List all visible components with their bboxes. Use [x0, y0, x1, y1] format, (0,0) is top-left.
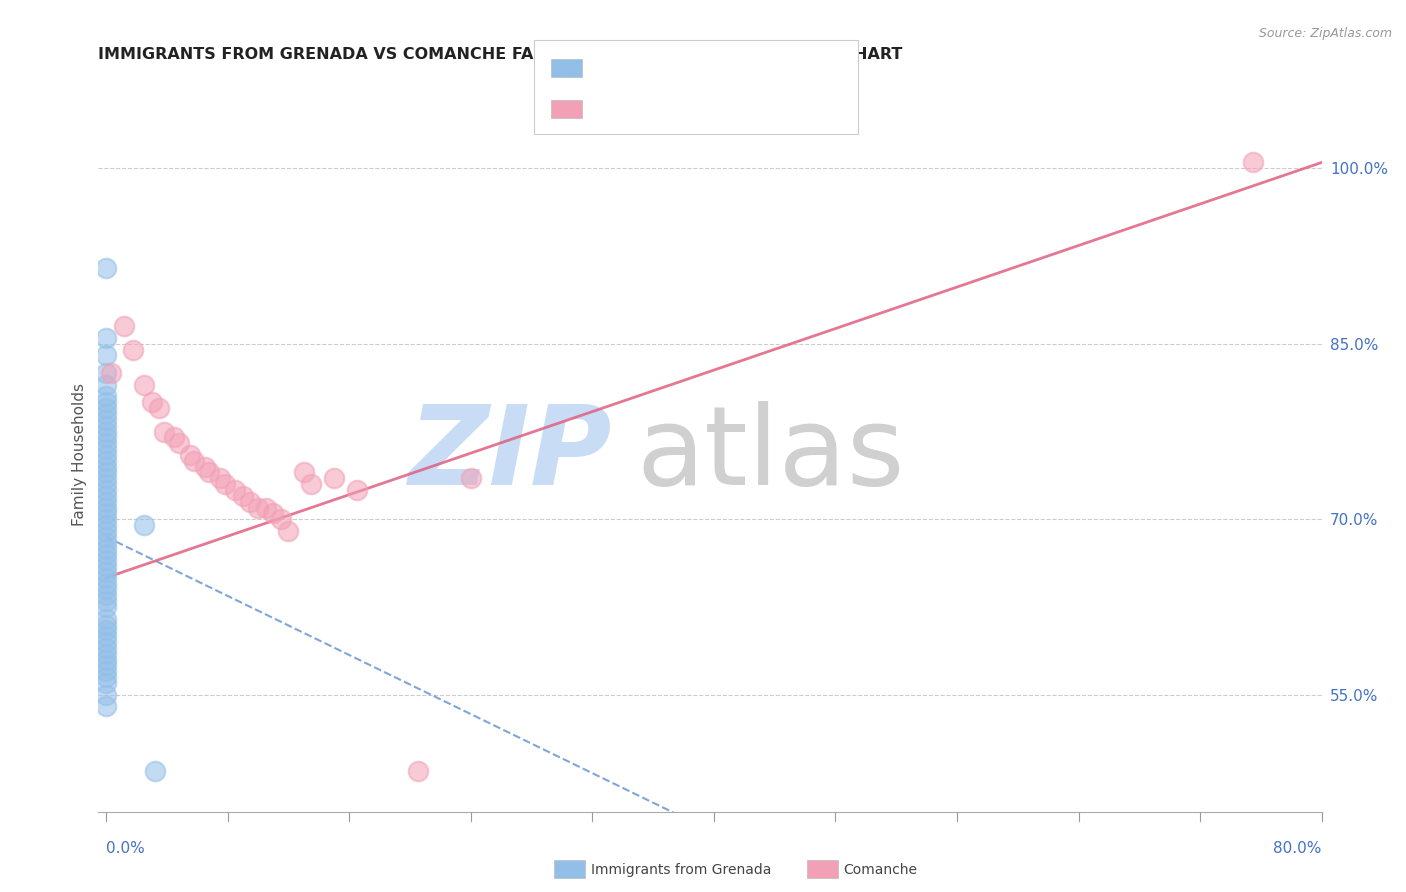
Point [100, 366, 122, 380]
Point [94, 454, 117, 468]
Point [239, 494, 262, 508]
Point [94, 665, 117, 679]
Point [141, 395, 163, 409]
Point [94, 377, 117, 392]
Point [94, 459, 117, 474]
Point [94, 547, 117, 561]
Point [94, 594, 117, 608]
Point [94, 395, 117, 409]
Point [299, 477, 322, 491]
Point [94, 658, 117, 673]
Text: Source: ZipAtlas.com: Source: ZipAtlas.com [1258, 27, 1392, 40]
Text: atlas: atlas [637, 401, 905, 508]
Point [94, 331, 117, 345]
Point [94, 507, 117, 521]
Y-axis label: Family Households: Family Households [72, 384, 87, 526]
Point [94, 430, 117, 444]
Point [148, 401, 170, 416]
Point [94, 477, 117, 491]
Point [94, 401, 117, 416]
Point [94, 466, 117, 480]
Point [1241, 155, 1264, 169]
Point [94, 688, 117, 702]
Point [94, 442, 117, 456]
Point [94, 653, 117, 667]
Point [112, 319, 135, 334]
Point [94, 640, 117, 655]
Point [94, 494, 117, 508]
Point [94, 425, 117, 439]
Point [94, 518, 117, 533]
Point [94, 541, 117, 556]
Text: IMMIGRANTS FROM GRENADA VS COMANCHE FAMILY HOUSEHOLDS CORRELATION CHART: IMMIGRANTS FROM GRENADA VS COMANCHE FAMI… [98, 47, 903, 62]
Point [94, 471, 117, 485]
Point [94, 635, 117, 649]
Text: 80.0%: 80.0% [1274, 841, 1322, 856]
Point [183, 454, 205, 468]
Point [198, 466, 221, 480]
Point [406, 764, 429, 778]
Text: Immigrants from Grenada: Immigrants from Grenada [591, 863, 770, 877]
Point [94, 418, 117, 433]
Point [163, 430, 186, 444]
Point [224, 483, 246, 497]
Point [94, 576, 117, 591]
Point [143, 764, 166, 778]
Point [270, 512, 292, 526]
Point [94, 483, 117, 497]
Point [94, 436, 117, 450]
Point [94, 612, 117, 626]
Text: 0.0%: 0.0% [105, 841, 145, 856]
Point [94, 582, 117, 597]
Point [94, 524, 117, 538]
Point [346, 483, 368, 497]
Point [132, 377, 155, 392]
Point [94, 565, 117, 579]
Point [277, 524, 299, 538]
Point [94, 588, 117, 602]
Point [94, 670, 117, 684]
Point [94, 629, 117, 643]
Point [232, 489, 254, 503]
Text: R = -0.084   N = 58: R = -0.084 N = 58 [592, 59, 782, 77]
Point [94, 676, 117, 690]
Point [94, 260, 117, 275]
Point [94, 617, 117, 632]
Point [167, 436, 190, 450]
Point [94, 699, 117, 714]
Point [460, 471, 482, 485]
Point [262, 507, 284, 521]
Point [292, 466, 315, 480]
Point [179, 448, 201, 462]
Point [323, 471, 346, 485]
Text: Comanche: Comanche [844, 863, 918, 877]
Point [152, 425, 174, 439]
Point [94, 389, 117, 403]
Point [94, 535, 117, 549]
Point [94, 407, 117, 421]
Text: R =   0.713   N = 30: R = 0.713 N = 30 [592, 100, 792, 118]
Point [246, 500, 269, 515]
Point [94, 413, 117, 427]
Point [122, 343, 145, 357]
Point [208, 471, 231, 485]
Point [194, 459, 217, 474]
Point [94, 647, 117, 661]
Point [254, 500, 277, 515]
Point [132, 518, 155, 533]
Point [94, 349, 117, 363]
Point [94, 500, 117, 515]
Point [94, 571, 117, 585]
Point [94, 448, 117, 462]
Point [94, 512, 117, 526]
Point [94, 489, 117, 503]
Point [94, 599, 117, 614]
Point [94, 624, 117, 638]
Point [94, 530, 117, 544]
Point [214, 477, 236, 491]
Point [94, 553, 117, 567]
Point [94, 366, 117, 380]
Text: ZIP: ZIP [409, 401, 612, 508]
Point [94, 559, 117, 574]
